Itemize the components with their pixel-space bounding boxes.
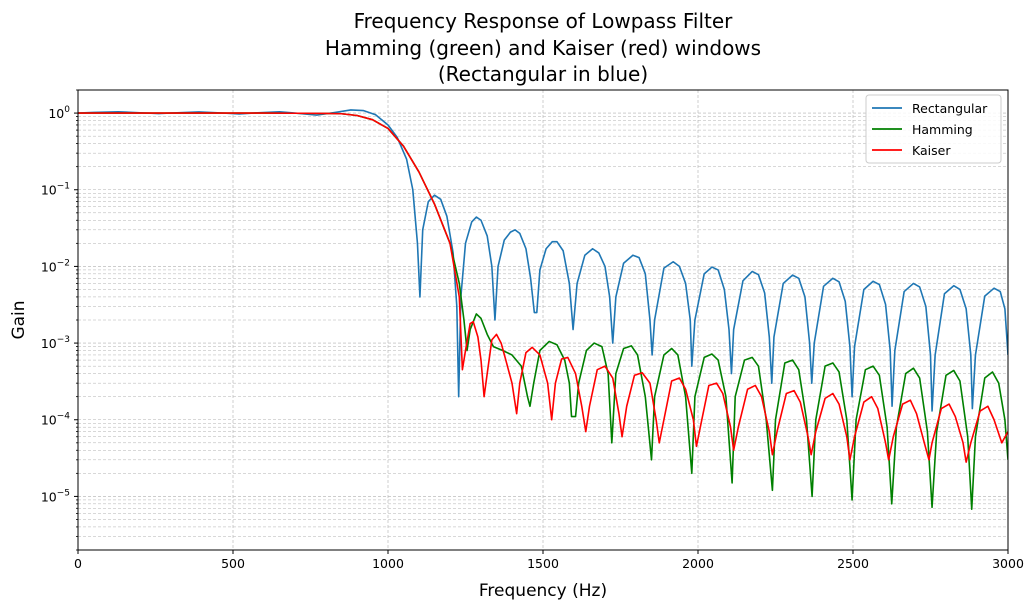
y-tick-label: 10−3 <box>41 335 70 351</box>
x-tick-label: 500 <box>221 556 245 571</box>
y-tick-label: 10−1 <box>41 182 70 198</box>
x-tick-label: 1000 <box>372 556 404 571</box>
x-tick-label: 1500 <box>527 556 559 571</box>
series-lines <box>78 109 1008 511</box>
x-axis-label: Frequency (Hz) <box>479 581 607 601</box>
title-line-1: Frequency Response of Lowpass Filter <box>354 9 734 33</box>
y-tick-label: 10−2 <box>41 258 70 274</box>
legend-label-hamming: Hamming <box>912 122 973 137</box>
title-line-3: (Rectangular in blue) <box>438 62 648 86</box>
y-axis-ticks: 100 10−1 10−2 10−3 10−4 10−5 <box>41 89 78 551</box>
y-tick-label: 100 <box>48 105 70 121</box>
series-line-hamming <box>78 112 1008 511</box>
legend-label-kaiser: Kaiser <box>912 143 951 158</box>
chart-title: Frequency Response of Lowpass Filter Ham… <box>325 9 761 86</box>
series-line-kaiser <box>78 112 1008 463</box>
y-axis-label: Gain <box>9 300 29 339</box>
x-tick-label: 2500 <box>837 556 869 571</box>
x-axis-ticks: 0 500 1000 1500 2000 2500 3000 <box>74 550 1024 571</box>
legend: Rectangular Hamming Kaiser <box>865 94 1002 164</box>
y-tick-label: 10−4 <box>41 412 70 428</box>
title-line-2: Hamming (green) and Kaiser (red) windows <box>325 36 761 60</box>
x-tick-label: 2000 <box>682 556 714 571</box>
x-tick-label: 0 <box>74 556 82 571</box>
y-tick-label: 10−5 <box>41 488 70 504</box>
series-line-rectangular <box>78 109 1008 412</box>
legend-label-rectangular: Rectangular <box>912 101 988 116</box>
legend-box <box>865 94 1002 164</box>
x-tick-label: 3000 <box>992 556 1024 571</box>
